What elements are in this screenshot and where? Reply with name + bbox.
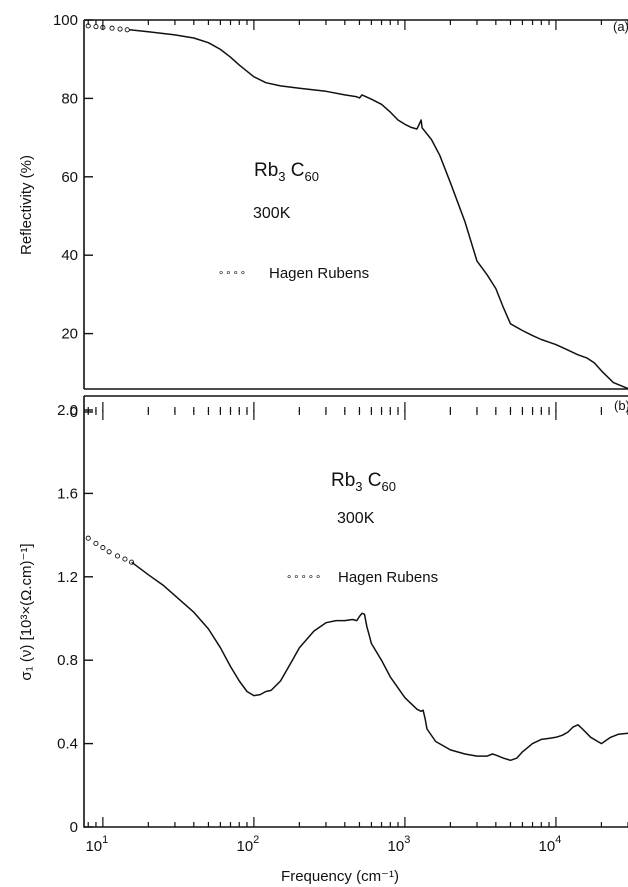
panel-b-hagen-rubens-point: [106, 549, 112, 555]
panel-a-y-ticks: 0 20 40 60 80 100: [53, 12, 93, 421]
panel-b-legend-marker: ∘∘∘∘∘: [286, 572, 322, 583]
panel-b-series: [85, 535, 628, 762]
panel-a-label: (a): [613, 19, 628, 34]
panel-a-hagen-rubens-point: [100, 24, 106, 30]
x-tick-label: 104: [539, 834, 562, 855]
panel-b-hagen-rubens-point: [100, 545, 106, 551]
panel-a-frame: [83, 19, 628, 389]
panel-a-temperature-label: 300K: [253, 205, 291, 222]
panel-b-compound-label: Rb3 C60: [331, 470, 396, 494]
panel-b-y-tick-label: 0.8: [57, 652, 78, 669]
panel-b-hagen-rubens-point: [93, 540, 99, 546]
panel-a-x-ticks: [87, 20, 628, 412]
panel-a-y-tick-label: 100: [53, 12, 78, 29]
panel-b-y-tick-label: 0.4: [57, 736, 78, 753]
panel-b-x-ticks: 101 102 103 104: [85, 410, 628, 855]
panel-b-label: (b): [614, 398, 628, 413]
panel-b-data-line: [131, 561, 628, 762]
panel-b-hagen-rubens-point: [129, 559, 135, 565]
panel-b-hagen-rubens-point: [114, 553, 121, 559]
panel-a-data-line: [129, 29, 628, 390]
panel-a-hagen-rubens-point: [124, 27, 130, 33]
x-tick-label: 103: [388, 834, 411, 855]
panel-b-conductivity: 0 0.4 0.8 1.2 1.6 2.0 101 102 103 104 (b) σ₁ (ν)…: [18, 395, 628, 885]
panel-a-y-axis-title: Reflectivity (%): [18, 155, 35, 255]
panel-b-y-tick-label: 1.2: [57, 569, 78, 586]
panel-a-hagen-rubens-point: [109, 25, 115, 31]
panel-a-legend-label: Hagen Rubens: [269, 265, 369, 282]
panel-b-y-tick-label: 1.6: [57, 485, 78, 502]
panel-b-temperature-label: 300K: [337, 510, 375, 527]
panel-a-reflectivity: 0 20 40 60 80 100 (a) Reflectivity (%) Rb3 C6…: [18, 12, 628, 421]
panel-a-y-tick-label: 0: [70, 404, 78, 421]
panel-a-y-tick-label: 40: [61, 247, 78, 264]
panel-b-y-ticks: 0 0.4 0.8 1.2 1.6 2.0: [57, 402, 93, 836]
panel-a-y-tick-label: 20: [61, 326, 78, 343]
x-tick-label: 102: [236, 834, 259, 855]
panel-a-hagen-rubens-point: [93, 24, 99, 30]
panel-a-hagen-rubens-point: [117, 26, 123, 32]
x-tick-label: 101: [85, 834, 108, 855]
panel-b-legend-label: Hagen Rubens: [338, 569, 438, 586]
panel-a-series: [85, 23, 628, 390]
panel-b-y-tick-label: 2.0: [57, 402, 78, 419]
panel-a-legend-marker: ∘∘∘∘: [218, 268, 247, 279]
panel-b-y-axis-title: σ₁ (ν) [10³×(Ω.cm)⁻¹]: [18, 543, 35, 680]
panel-a-compound-label: Rb3 C60: [254, 160, 319, 184]
panel-b-hagen-rubens-point: [122, 556, 128, 562]
panel-a-hagen-rubens-point: [85, 23, 91, 29]
x-axis-title: Frequency (cm⁻¹): [281, 868, 399, 885]
panel-b-frame: [83, 395, 628, 828]
panel-a-y-tick-label: 80: [61, 90, 78, 107]
panel-b-y-tick-label: 0: [70, 819, 78, 836]
panel-a-y-tick-label: 60: [61, 169, 78, 186]
panel-b-hagen-rubens-point: [85, 535, 91, 541]
